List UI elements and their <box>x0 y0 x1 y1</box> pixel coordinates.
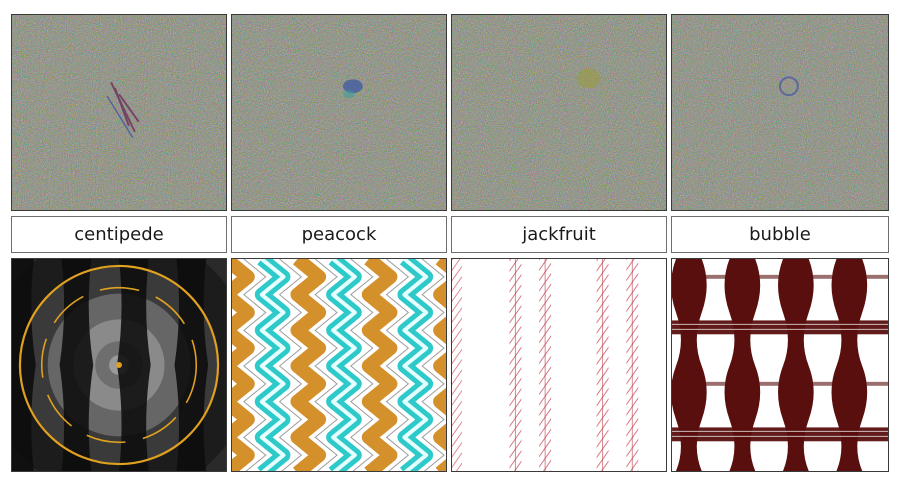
noise-texture-centipede <box>12 15 226 210</box>
pattern-image-bubble <box>671 258 889 472</box>
pattern-image-centipede <box>11 258 227 472</box>
figure-grid: centipede peacock jackfruit bubble <box>11 14 889 472</box>
noise-texture-bubble <box>672 15 888 210</box>
pattern-image-peacock <box>231 258 447 472</box>
label-peacock: peacock <box>231 216 447 253</box>
noise-image-peacock <box>231 14 447 211</box>
noise-image-centipede <box>11 14 227 211</box>
label-bubble: bubble <box>671 216 889 253</box>
label-jackfruit: jackfruit <box>451 216 667 253</box>
noise-image-bubble <box>671 14 889 211</box>
noise-texture-jackfruit <box>452 15 666 210</box>
pattern-peacock <box>232 259 446 471</box>
pattern-centipede <box>12 259 226 471</box>
noise-image-jackfruit <box>451 14 667 211</box>
label-centipede: centipede <box>11 216 227 253</box>
pattern-bubble <box>672 259 888 471</box>
pattern-jackfruit <box>452 259 639 471</box>
pattern-image-jackfruit <box>451 258 667 472</box>
noise-texture-peacock <box>232 15 446 210</box>
